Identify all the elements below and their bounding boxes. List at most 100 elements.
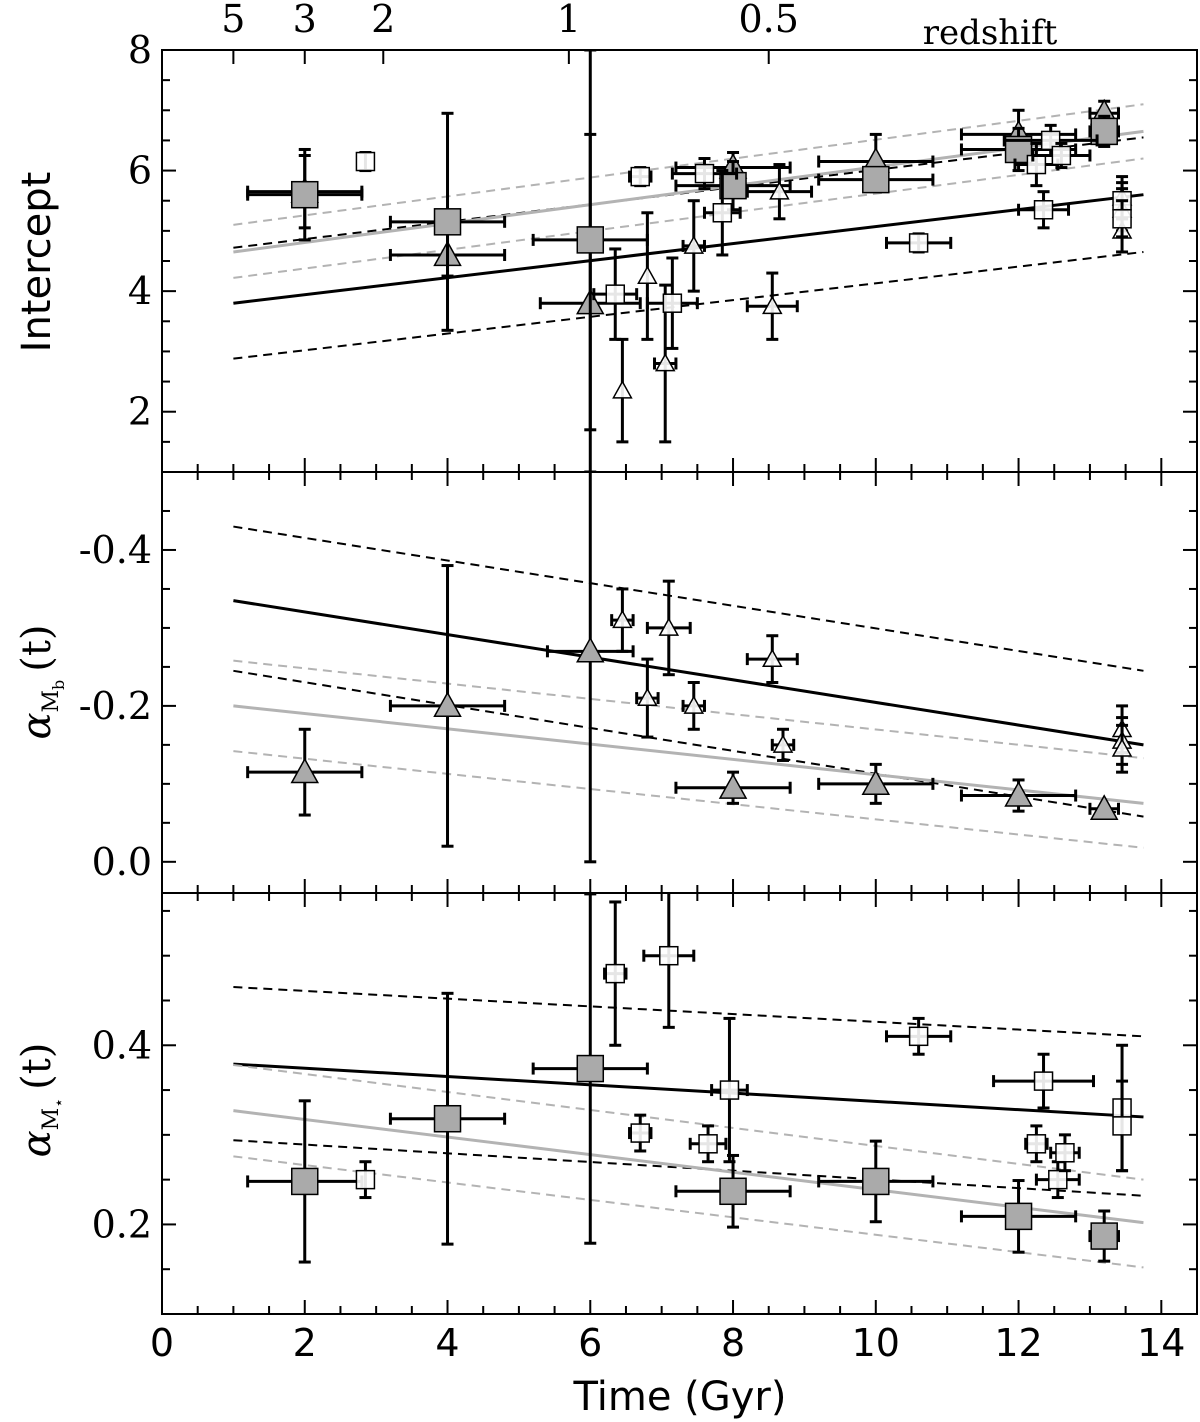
square-open-marker: [1033, 1071, 1054, 1091]
square-open-marker: [1055, 1143, 1075, 1163]
x-tick-label: 2: [293, 1321, 317, 1365]
triangle-open-marker: [762, 648, 783, 668]
time-axis-label: Time (Gyr): [573, 1374, 787, 1420]
square-open-marker: [719, 1080, 740, 1100]
triangle-filled-marker: [861, 769, 891, 796]
alpha-mstar-axis-label: αM⋆(t): [14, 1043, 68, 1158]
triangle-open-marker: [612, 609, 633, 629]
fit-line-gray-dashed: [233, 1155, 1144, 1269]
triangle-open-marker: [769, 181, 790, 200]
middle-frame: [161, 471, 1198, 894]
square-open-marker: [1051, 145, 1072, 166]
square-open-marker: [1048, 1169, 1068, 1190]
triangle-open-marker: [637, 687, 658, 707]
fit-line-black-solid: [233, 599, 1144, 747]
square-filled-marker: [291, 1167, 319, 1196]
square-filled-marker: [433, 1104, 462, 1133]
square-open-marker: [605, 284, 626, 304]
triangle-filled-marker: [433, 691, 462, 718]
fit-line-gray-dashed: [233, 157, 1144, 279]
y-tick-label: -0.4: [79, 528, 152, 572]
middle-content: [233, 472, 1144, 864]
triangle-filled-marker: [718, 773, 748, 799]
square-open-marker: [1112, 209, 1132, 229]
alpha-mb-panel: -0.4 -0.2 0.0: [79, 471, 1198, 894]
x-tick-label: 0: [150, 1321, 174, 1365]
square-open-marker: [698, 1134, 718, 1154]
top-frame: [161, 49, 1198, 473]
square-open-marker: [694, 163, 715, 184]
bottom-content: [233, 893, 1144, 1269]
square-filled-marker: [1004, 1202, 1033, 1231]
redshift-tick-label: 1: [557, 0, 581, 41]
triangle-filled-marker: [1004, 781, 1033, 807]
square-open-marker: [355, 1169, 376, 1190]
x-tick-label: 4: [435, 1321, 459, 1365]
y-tick-label: 6: [128, 149, 152, 193]
square-open-marker: [908, 1026, 929, 1047]
y-tick-label: -0.2: [79, 684, 152, 728]
triangle-open-marker: [658, 617, 680, 636]
triangle-open-marker: [637, 265, 658, 285]
square-open-marker: [1033, 200, 1054, 220]
y-tick-label: 8: [128, 28, 152, 72]
square-open-marker: [1026, 1134, 1047, 1154]
square-open-marker: [908, 233, 929, 253]
bottom-frame: [161, 892, 1198, 1315]
square-open-marker: [1026, 154, 1047, 175]
triangle-filled-marker: [576, 636, 605, 663]
fit-line-black-dashed: [233, 250, 1144, 360]
triangle-filled-marker: [1089, 794, 1119, 820]
square-open-marker: [605, 963, 626, 984]
square-open-marker: [1040, 130, 1061, 151]
x-tick-label: 8: [721, 1321, 745, 1365]
fit-line-gray-solid: [233, 129, 1144, 254]
top-content: [233, 50, 1144, 472]
square-open-marker: [630, 1123, 650, 1143]
redshift-tick-label: 5: [221, 0, 245, 41]
fit-line-gray-dashed: [233, 750, 1144, 849]
fit-line-gray-dashed: [233, 103, 1144, 226]
fit-line-black-dashed: [233, 669, 1144, 818]
triangle-open-marker: [1111, 738, 1133, 757]
triangle-open-marker: [683, 695, 705, 714]
y-tick-label: 0.4: [92, 1023, 152, 1067]
redshift-axis-label: redshift: [923, 13, 1058, 53]
x-tick-label: 14: [1137, 1321, 1185, 1365]
square-filled-marker: [1090, 1222, 1118, 1250]
redshift-tick-label: 2: [371, 0, 395, 41]
triangle-filled-marker: [290, 757, 320, 784]
y-tick-label: 0.2: [92, 1202, 152, 1246]
square-filled-marker: [576, 226, 605, 254]
y-tick-label: 0.0: [92, 840, 152, 884]
triangle-open-marker: [762, 295, 783, 315]
alpha-mstar-panel: 0.2 0.4 0 2 4 6 8 10 12 14: [92, 892, 1198, 1365]
x-tick-label: 6: [578, 1321, 602, 1365]
square-filled-marker: [862, 165, 890, 194]
fit-line-black-dashed: [233, 986, 1144, 1038]
y-tick-label: 4: [128, 269, 152, 313]
square-filled-marker: [862, 1167, 890, 1196]
y-tick-label: 2: [128, 390, 152, 434]
x-tick-label: 10: [852, 1321, 900, 1365]
fit-line-black-solid: [233, 1062, 1144, 1119]
redshift-tick-label: 0.5: [739, 0, 799, 41]
intercept-axis-label: Intercept: [14, 172, 60, 353]
square-open-marker: [1112, 1116, 1132, 1136]
fit-line-gray-solid: [233, 1109, 1144, 1225]
redshift-tick-label: 3: [293, 0, 317, 41]
fit-line-gray-solid: [233, 704, 1144, 805]
square-filled-marker: [576, 1054, 605, 1083]
triangle-open-marker: [772, 734, 794, 753]
square-filled-marker: [433, 208, 462, 236]
square-open-marker: [355, 151, 376, 172]
square-open-marker: [659, 945, 679, 966]
alpha-mb-axis-label: αMb(t): [14, 624, 68, 739]
triangle-open-marker: [654, 352, 676, 372]
intercept-panel: 2 4 6 8 5 3 2 1 0.5: [128, 0, 1198, 473]
square-open-marker: [712, 203, 733, 223]
square-filled-marker: [719, 171, 747, 200]
square-filled-marker: [719, 1177, 747, 1206]
fit-line-black-dashed: [233, 525, 1144, 672]
